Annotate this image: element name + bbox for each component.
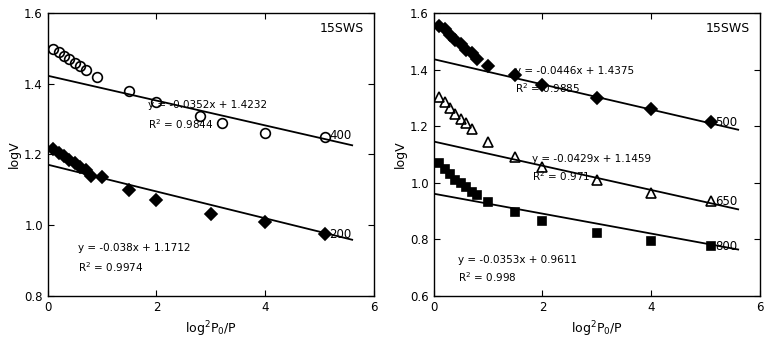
Text: y = -0.0352x + 1.4232: y = -0.0352x + 1.4232 xyxy=(148,100,267,110)
Text: y = -0.038x + 1.1712: y = -0.038x + 1.1712 xyxy=(78,243,190,253)
Text: 400: 400 xyxy=(330,129,351,142)
Text: 650: 650 xyxy=(716,195,737,208)
Text: R$^2$ = 0.9885: R$^2$ = 0.9885 xyxy=(515,81,581,95)
Text: y = -0.0353x + 0.9611: y = -0.0353x + 0.9611 xyxy=(459,255,577,265)
Text: R$^2$ = 0.9844: R$^2$ = 0.9844 xyxy=(148,118,214,132)
Text: y = -0.0429x + 1.1459: y = -0.0429x + 1.1459 xyxy=(532,154,651,164)
Y-axis label: logV: logV xyxy=(8,141,22,168)
Text: R$^2$ = 0.9974: R$^2$ = 0.9974 xyxy=(78,261,143,274)
Text: 800: 800 xyxy=(716,240,737,253)
Text: 200: 200 xyxy=(330,228,351,242)
Text: R$^2$ = 0.998: R$^2$ = 0.998 xyxy=(459,270,516,284)
Text: R$^2$ = 0.971: R$^2$ = 0.971 xyxy=(532,169,590,183)
Text: y = -0.0446x + 1.4375: y = -0.0446x + 1.4375 xyxy=(515,66,635,76)
X-axis label: log$^2$P$_0$/P: log$^2$P$_0$/P xyxy=(571,319,623,339)
Text: 500: 500 xyxy=(716,116,737,128)
X-axis label: log$^2$P$_0$/P: log$^2$P$_0$/P xyxy=(185,319,237,339)
Text: 15SWS: 15SWS xyxy=(320,22,364,35)
Y-axis label: logV: logV xyxy=(394,141,408,168)
Text: 15SWS: 15SWS xyxy=(706,22,750,35)
